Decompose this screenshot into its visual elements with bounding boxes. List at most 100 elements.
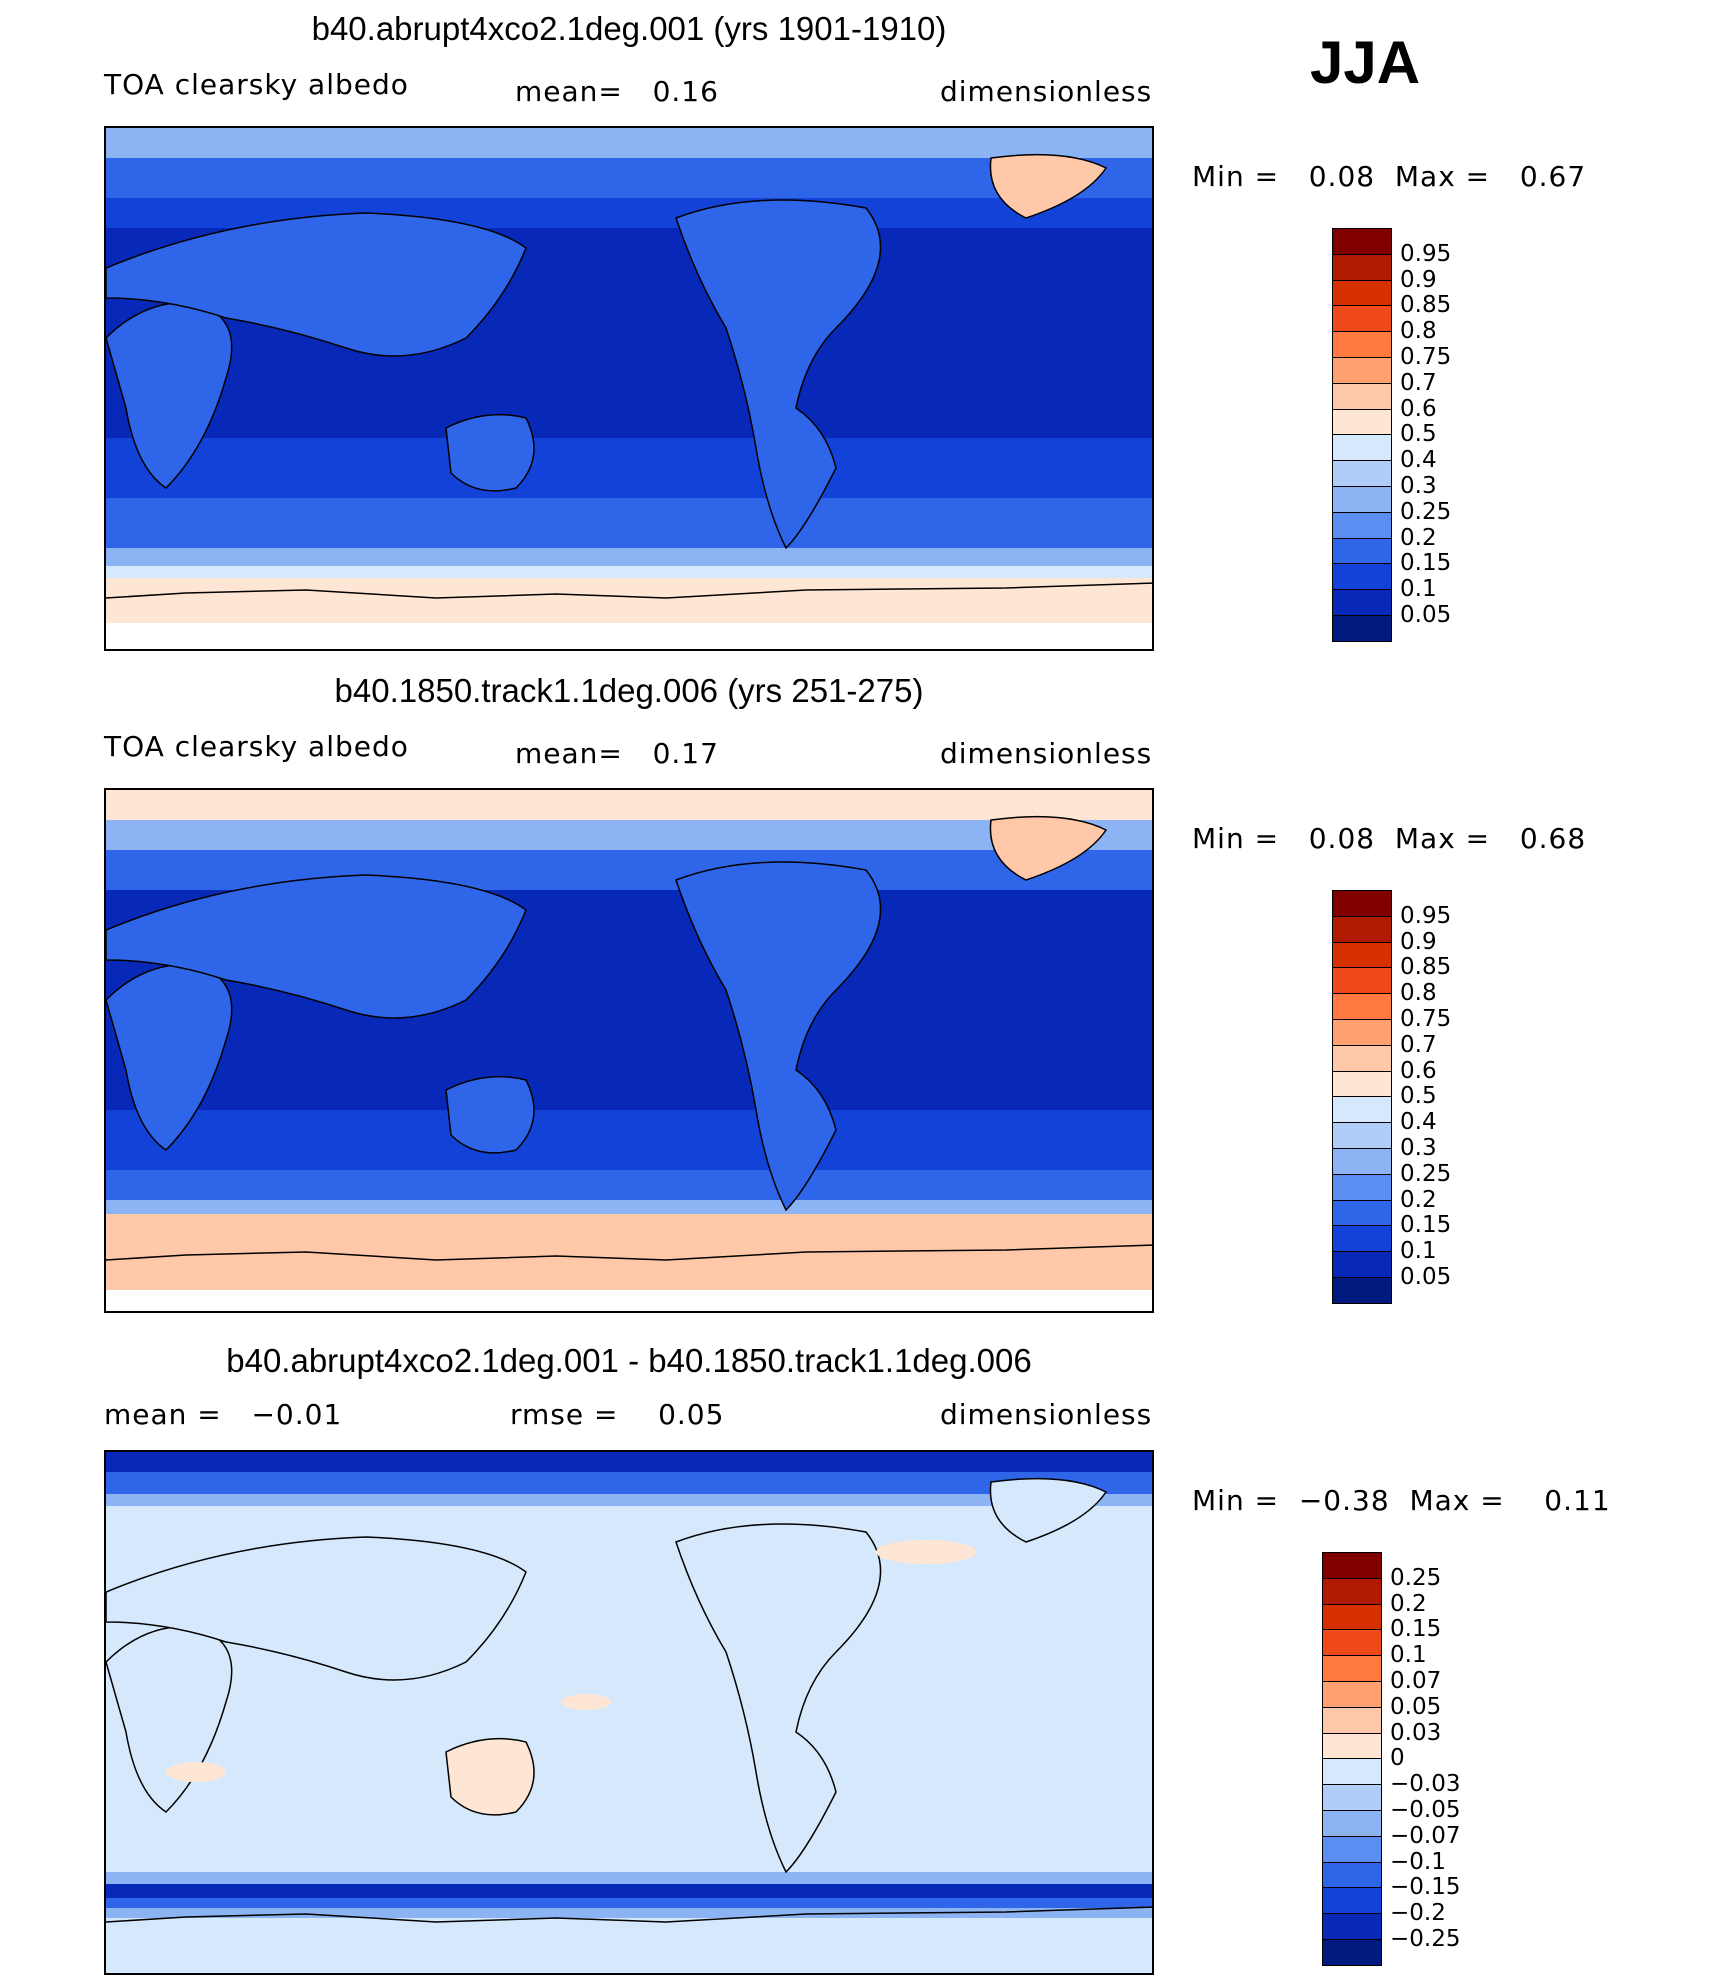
panel-2-title: b40.1850.track1.1deg.006 (yrs 251-275) <box>334 672 924 709</box>
map-albedo-4xco2 <box>106 128 1152 649</box>
colorbar-swatch <box>1332 915 1392 944</box>
colorbar-swatch <box>1322 1629 1382 1657</box>
colorbar-swatch <box>1332 993 1392 1021</box>
colorbar-swatch <box>1332 486 1392 514</box>
colorbar-swatch <box>1332 1019 1392 1047</box>
colorbar-label: 0.07 <box>1390 1668 1442 1694</box>
colorbar-swatch <box>1332 1251 1392 1279</box>
panel-2-units: dimensionless <box>940 737 1153 770</box>
panel-3-units: dimensionless <box>940 1398 1153 1431</box>
colorbar-label: 0.05 <box>1400 1264 1452 1290</box>
colorbar-label: −0.15 <box>1390 1874 1461 1901</box>
colorbar-swatch <box>1332 357 1392 385</box>
colorbar-swatch <box>1332 331 1392 359</box>
colorbar-swatch <box>1332 460 1392 488</box>
map-albedo-difference <box>106 1452 1152 1973</box>
colorbar-swatch <box>1332 511 1392 540</box>
colorbar-swatch <box>1322 1861 1382 1889</box>
colorbar-label: −0.25 <box>1390 1926 1461 1952</box>
colorbar-label: 0.25 <box>1400 1160 1452 1187</box>
colorbar-swatch <box>1322 1939 1382 1967</box>
colorbar-label: 0.05 <box>1400 602 1452 628</box>
panel-3-minmax: Min = −0.38 Max = 0.11 <box>1192 1484 1611 1517</box>
colorbar-swatch <box>1332 408 1392 436</box>
colorbar-swatch <box>1332 1277 1392 1305</box>
panel-1-title: b40.abrupt4xco2.1deg.001 (yrs 1901-1910) <box>311 10 947 47</box>
colorbar-label: 0.15 <box>1400 1212 1452 1239</box>
map-albedo-1850 <box>106 790 1152 1311</box>
colorbar-swatch <box>1332 1096 1392 1124</box>
panel-1-mean: mean= 0.16 <box>515 75 719 108</box>
panel-1-variable: TOA clearsky albedo <box>104 68 409 101</box>
colorbar-label: −0.05 <box>1390 1797 1461 1823</box>
panel-1-units: dimensionless <box>940 75 1153 108</box>
colorbar-label: 0.95 <box>1400 902 1452 929</box>
colorbar-swatch <box>1332 615 1392 643</box>
colorbar-swatch <box>1322 1810 1382 1838</box>
colorbar-swatch <box>1332 279 1392 307</box>
colorbar-label: 0 <box>1390 1745 1405 1772</box>
colorbar-swatch <box>1332 967 1392 995</box>
panel-3-title: b40.abrupt4xco2.1deg.001 - b40.1850.trac… <box>226 1342 1032 1379</box>
colorbar-swatch <box>1322 1655 1382 1683</box>
colorbar-label: 0.25 <box>1400 498 1452 525</box>
colorbar-swatch <box>1332 253 1392 282</box>
colorbar-label: 0.4 <box>1400 447 1437 474</box>
colorbar-label: 0.5 <box>1400 1083 1437 1110</box>
colorbar-label: 0.25 <box>1390 1564 1442 1591</box>
colorbar-swatch <box>1322 1706 1382 1735</box>
colorbar-swatch <box>1332 305 1392 333</box>
colorbar-label: 0.7 <box>1400 369 1437 396</box>
colorbar-swatch <box>1322 1784 1382 1812</box>
colorbar-swatch <box>1332 589 1392 617</box>
panel-2-variable: TOA clearsky albedo <box>104 730 409 763</box>
colorbar-swatch <box>1332 434 1392 462</box>
colorbar-label: 0.1 <box>1390 1642 1427 1669</box>
colorbar-label: 0.3 <box>1400 1135 1437 1161</box>
colorbar-swatch <box>1322 1681 1382 1709</box>
colorbar-swatch <box>1332 941 1392 969</box>
colorbar-label: 0.4 <box>1400 1109 1437 1136</box>
colorbar-label: 0.05 <box>1390 1693 1442 1720</box>
colorbar-label: −0.1 <box>1390 1848 1446 1875</box>
colorbar-swatch <box>1332 1148 1392 1176</box>
panel-1-map <box>104 126 1154 651</box>
colorbar-swatch <box>1322 1732 1382 1760</box>
colorbar-label: 0.1 <box>1400 1238 1437 1265</box>
colorbar-label: 0.75 <box>1400 1006 1452 1032</box>
colorbar-label: 0.75 <box>1400 344 1452 370</box>
colorbar-label: 0.9 <box>1400 266 1437 293</box>
colorbar-swatch <box>1332 890 1392 918</box>
colorbar-label: 0.9 <box>1400 928 1437 955</box>
colorbar-label: 0.8 <box>1400 318 1437 345</box>
colorbar-swatch <box>1332 382 1392 411</box>
colorbar-swatch <box>1322 1913 1382 1941</box>
colorbar-label: 0.2 <box>1390 1590 1427 1617</box>
colorbar-swatch <box>1332 1199 1392 1227</box>
colorbar-label: 0.95 <box>1400 240 1452 267</box>
panel-3-rmse: rmse = 0.05 <box>510 1398 725 1431</box>
panel-2-map <box>104 788 1154 1313</box>
colorbar-label: 0.5 <box>1400 421 1437 448</box>
colorbar-swatch <box>1332 1070 1392 1098</box>
colorbar-swatch <box>1332 228 1392 256</box>
colorbar-label: 0.03 <box>1390 1719 1442 1746</box>
colorbar-swatch <box>1322 1758 1382 1786</box>
colorbar-label: 0.8 <box>1400 980 1437 1007</box>
colorbar-label: 0.2 <box>1400 1186 1437 1213</box>
colorbar-swatch <box>1332 1173 1392 1202</box>
panel-1-minmax: Min = 0.08 Max = 0.67 <box>1192 160 1587 193</box>
colorbar-label: 0.15 <box>1390 1616 1442 1643</box>
colorbar-label: −0.2 <box>1390 1900 1446 1927</box>
colorbar-label: 0.3 <box>1400 473 1437 499</box>
panel-2-mean: mean= 0.17 <box>515 737 719 770</box>
colorbar-label: 0.6 <box>1400 1057 1437 1084</box>
colorbar-swatch <box>1322 1887 1382 1915</box>
colorbar-swatch <box>1322 1835 1382 1864</box>
colorbar-label: −0.03 <box>1390 1771 1461 1798</box>
colorbar-swatch <box>1332 537 1392 565</box>
colorbar-swatch <box>1322 1603 1382 1631</box>
colorbar-label: 0.7 <box>1400 1031 1437 1058</box>
colorbar-label: 0.6 <box>1400 395 1437 422</box>
colorbar-swatch <box>1332 563 1392 591</box>
